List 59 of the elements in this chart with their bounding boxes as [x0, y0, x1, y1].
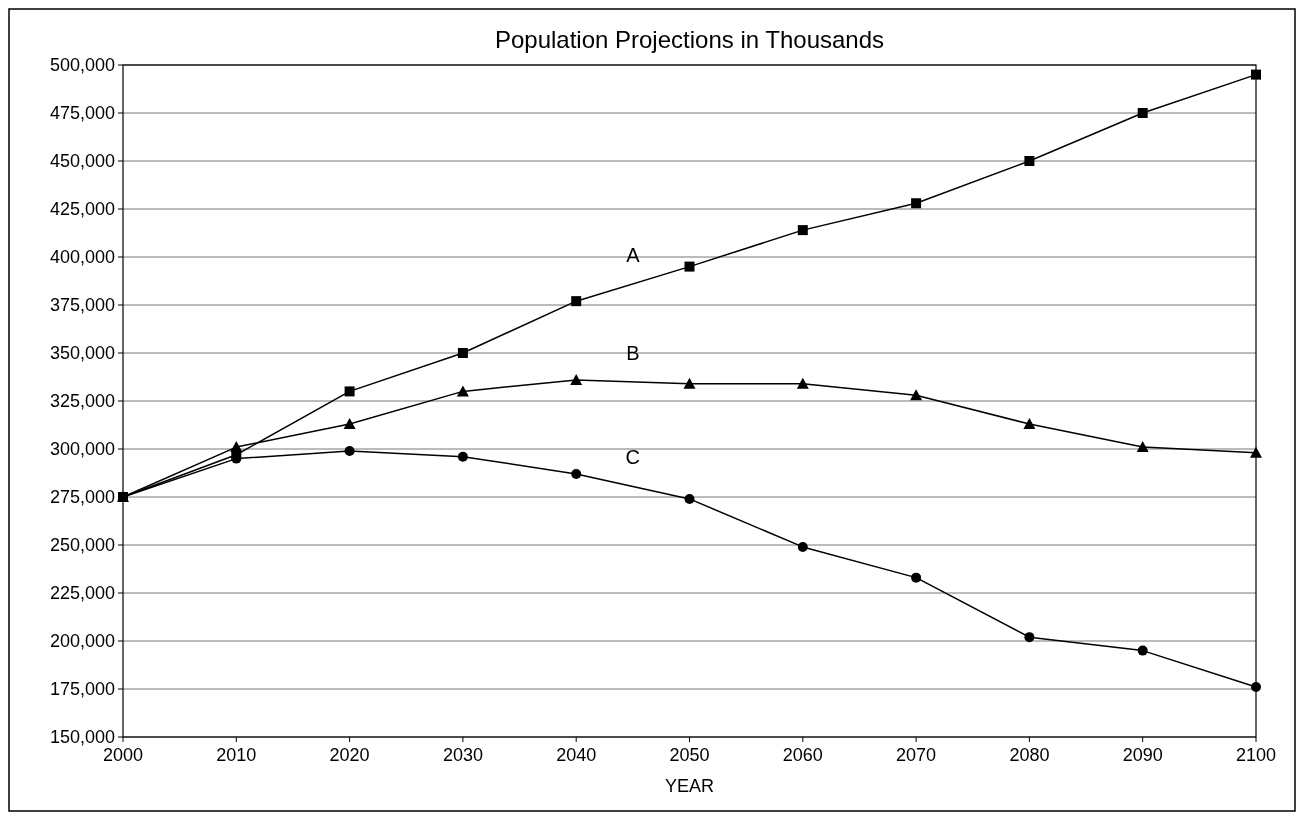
point: [1137, 645, 1148, 656]
x-axis-title: YEAR: [664, 776, 715, 796]
point: [684, 493, 695, 504]
x-tick-label: 2000: [102, 745, 144, 765]
y-tick-label: 375,000: [49, 295, 115, 316]
point: [1023, 418, 1036, 430]
point: [457, 451, 468, 462]
point: [910, 389, 923, 401]
point: [911, 572, 922, 583]
x-tick-label: 2040: [556, 745, 597, 765]
point: [571, 468, 582, 479]
point: [683, 377, 696, 389]
series-label: B: [626, 341, 640, 364]
x-tick-label: 2070: [896, 745, 937, 765]
point: [230, 441, 243, 453]
point: [1024, 156, 1035, 166]
point: [344, 386, 355, 397]
point: [343, 418, 356, 430]
y-tick-label: 325,000: [49, 391, 115, 412]
x-tick-label: 2020: [329, 745, 370, 765]
point: [1137, 108, 1148, 118]
series-label: C: [625, 446, 641, 469]
y-tick-label: 500,000: [49, 55, 115, 76]
point: [1024, 632, 1035, 643]
y-tick-label: 400,000: [49, 247, 115, 268]
point: [797, 225, 808, 236]
series-label: A: [626, 243, 641, 266]
x-tick-label: 2030: [442, 745, 483, 765]
point: [570, 373, 583, 385]
point: [911, 198, 922, 209]
point: [684, 261, 695, 272]
y-tick-label: 175,000: [49, 679, 115, 700]
point: [344, 445, 355, 456]
y-tick-label: 350,000: [49, 343, 115, 364]
point: [457, 348, 468, 358]
x-tick-label: 2010: [216, 745, 257, 765]
y-tick-label: 250,000: [49, 535, 115, 556]
point: [796, 377, 809, 389]
x-tick-label: 2080: [1009, 745, 1050, 765]
point: [797, 541, 808, 552]
x-tick-label: 2050: [669, 745, 710, 765]
point: [571, 296, 582, 307]
point: [1251, 682, 1261, 693]
y-tick-label: 275,000: [49, 487, 115, 508]
point: [456, 385, 469, 397]
point: [1251, 69, 1261, 80]
point: [1250, 446, 1262, 458]
x-tick-label: 2100: [1235, 745, 1277, 765]
x-tick-label: 2090: [1122, 745, 1163, 765]
x-tick-label: 2060: [782, 745, 823, 765]
y-tick-label: 225,000: [49, 583, 115, 604]
y-tick-label: 150,000: [49, 727, 115, 748]
chart-title: Population Projections in Thousands: [494, 26, 885, 53]
y-tick-label: 475,000: [49, 103, 115, 124]
point: [1136, 441, 1149, 453]
y-tick-label: 300,000: [49, 439, 115, 460]
y-tick-label: 200,000: [49, 631, 115, 652]
y-tick-label: 450,000: [49, 151, 115, 172]
y-tick-label: 425,000: [49, 199, 115, 220]
